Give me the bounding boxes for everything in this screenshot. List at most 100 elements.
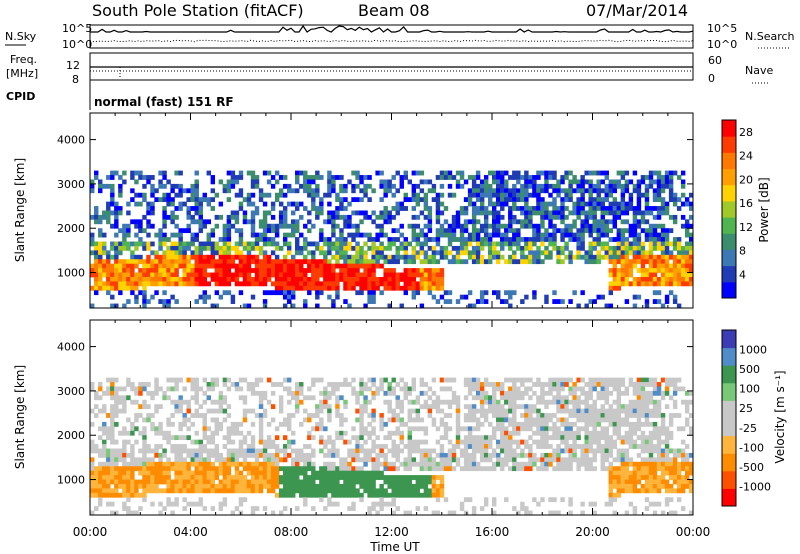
power-cell (307, 285, 312, 291)
power-cell (383, 192, 388, 198)
power-cell (467, 219, 473, 225)
velocity-cell (628, 377, 634, 383)
power-cell (644, 276, 650, 282)
velocity-cell (230, 426, 236, 432)
power-cell (291, 254, 296, 260)
power-cell (592, 254, 597, 260)
power-cell (110, 201, 115, 207)
velocity-cell (508, 395, 513, 401)
velocity-cell (299, 457, 304, 463)
power-cell (250, 175, 256, 180)
power-cell (118, 175, 123, 180)
power-cell (282, 223, 288, 229)
power-cell (170, 281, 175, 287)
power-cell (640, 175, 646, 180)
power-cell (640, 281, 646, 287)
power-cell (379, 245, 384, 251)
velocity-cell (286, 386, 292, 392)
power-cell (142, 263, 147, 269)
power-cell (347, 276, 352, 282)
power-cell (174, 268, 179, 273)
power-cell (415, 290, 421, 296)
power-cell (226, 188, 232, 194)
power-cell (371, 210, 376, 216)
velocity-cell (238, 421, 244, 427)
velocity-cell (206, 452, 211, 458)
power-cell (676, 175, 682, 180)
velocity-cell (624, 421, 630, 427)
power-cell (323, 241, 328, 247)
power-cell (274, 281, 280, 287)
power-colorbar-label: Power [dB] (757, 177, 771, 242)
velocity-cell (194, 475, 199, 480)
velocity-cell (415, 448, 421, 454)
velocity-cell (202, 475, 207, 480)
power-cell (355, 223, 360, 229)
power-cell (580, 197, 585, 203)
power-cell (576, 250, 581, 256)
power-cell (471, 228, 477, 234)
velocity-cell (592, 466, 597, 472)
velocity-cell (150, 448, 155, 454)
velocity-cell (600, 390, 605, 396)
velocity-cell (114, 421, 119, 427)
velocity-cell (520, 404, 525, 410)
power-cell (604, 232, 609, 238)
power-cell (198, 259, 203, 265)
velocity-cell (608, 501, 613, 507)
velocity-cell (254, 377, 260, 383)
power-cell (286, 290, 292, 296)
velocity-cell (516, 430, 521, 436)
power-cell (106, 219, 111, 225)
power-cell (604, 303, 609, 309)
power-cell (266, 276, 272, 282)
power-cell (234, 179, 240, 185)
power-ytick-label: 1000 (57, 267, 85, 280)
velocity-cell (512, 408, 517, 414)
velocity-cell (524, 408, 529, 414)
power-cell (616, 232, 622, 238)
power-cell (311, 259, 316, 265)
power-cell (608, 245, 613, 251)
power-cell (676, 245, 682, 251)
velocity-cell (411, 488, 417, 494)
velocity-cell (182, 413, 187, 418)
power-cell (262, 254, 268, 260)
power-cell (331, 254, 336, 260)
power-cell (620, 241, 626, 247)
velocity-cell (182, 479, 187, 485)
power-cell (371, 259, 376, 265)
power-cell (487, 210, 493, 216)
power-cell (604, 250, 609, 256)
velocity-cell (162, 506, 167, 511)
power-cell (351, 188, 356, 194)
velocity-cell (532, 452, 537, 458)
velocity-cell (351, 426, 356, 432)
power-cell (580, 245, 585, 251)
velocity-cell (479, 404, 485, 410)
velocity-cell (94, 448, 99, 454)
power-cell (226, 268, 232, 273)
power-cell (463, 210, 469, 216)
power-cell (355, 254, 360, 260)
power-cell (680, 223, 686, 229)
velocity-cell (98, 382, 103, 387)
velocity-cell (198, 466, 203, 472)
velocity-cell (218, 408, 224, 414)
velocity-cell (556, 386, 561, 392)
power-cell (335, 276, 340, 282)
velocity-cell (439, 483, 445, 489)
velocity-cell (628, 421, 634, 427)
power-cell (303, 170, 308, 176)
velocity-cell (363, 395, 368, 401)
power-cell (524, 219, 529, 225)
power-cell (620, 210, 626, 216)
velocity-cell (604, 386, 609, 392)
power-cell (254, 268, 260, 273)
power-cell (158, 237, 163, 242)
power-cell (110, 241, 115, 247)
power-cell (483, 188, 489, 194)
power-cell (363, 188, 368, 194)
velocity-cell (427, 457, 433, 463)
power-cell (242, 268, 248, 273)
